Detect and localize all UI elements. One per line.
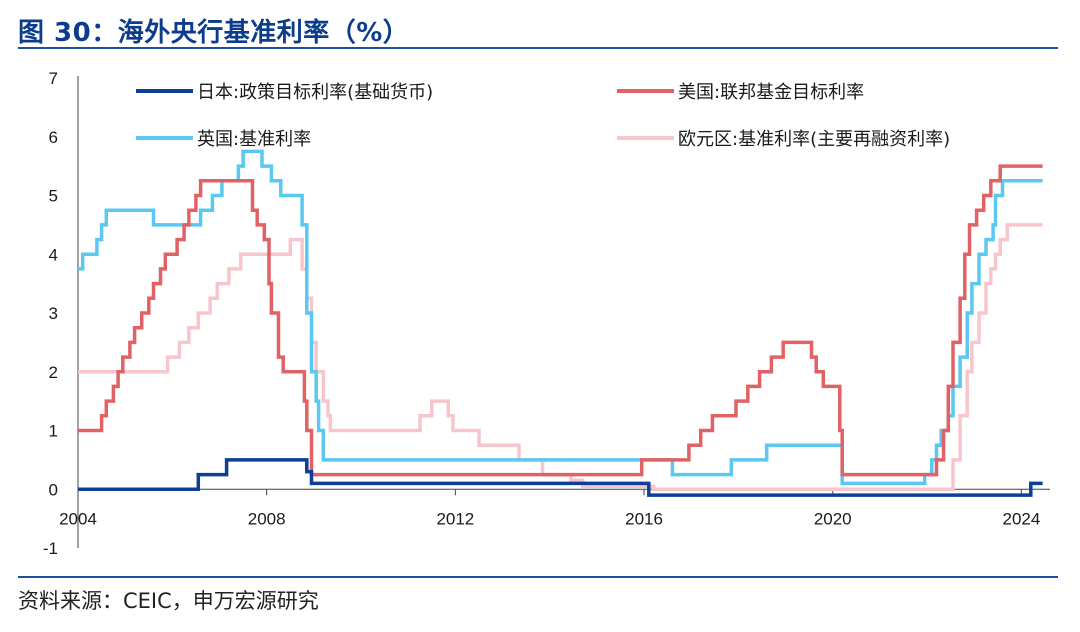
series-layer [78, 149, 1043, 497]
series-line-4 [78, 223, 1043, 492]
x-tick-label: 2020 [814, 509, 852, 528]
y-tick-label: 7 [49, 69, 58, 88]
legend-label: 日本:政策目标利率(基础货币) [197, 82, 433, 103]
legend-label: 英国:基准利率 [197, 129, 311, 150]
series-line-3 [78, 149, 1043, 486]
y-tick-label: 6 [49, 128, 58, 147]
x-tick-label: 2012 [436, 509, 474, 528]
source-note: 资料来源：CEIC，申万宏源研究 [18, 589, 319, 613]
series-line-1 [78, 458, 1043, 497]
x-tick-label: 2004 [59, 509, 97, 528]
x-tick-label: 2024 [1003, 509, 1041, 528]
x-tick-label: 2008 [248, 509, 286, 528]
legend-label: 欧元区:基准利率(主要再融资利率) [678, 129, 950, 150]
y-tick-label: 1 [49, 422, 58, 441]
y-tick-label: 5 [49, 187, 58, 206]
rate-chart: -1 0 1 2 3 4 5 6 7 2004 2008 2012 2016 2020 2024 日本:政策… [43, 69, 1050, 558]
y-tick-label: 4 [49, 245, 58, 264]
x-tick-label: 2016 [625, 509, 663, 528]
y-tick-label: 2 [49, 363, 58, 382]
source-divider [18, 576, 1058, 578]
y-tick-label: 0 [49, 480, 58, 499]
title-divider [18, 47, 1058, 49]
page-title: 图 30：海外央行基准利率（%） [18, 18, 410, 48]
legend-label: 美国:联邦基金目标利率 [678, 82, 864, 103]
y-tick-label: 3 [49, 304, 58, 323]
y-tick-label: -1 [43, 539, 58, 558]
series-line-2 [78, 164, 1043, 477]
